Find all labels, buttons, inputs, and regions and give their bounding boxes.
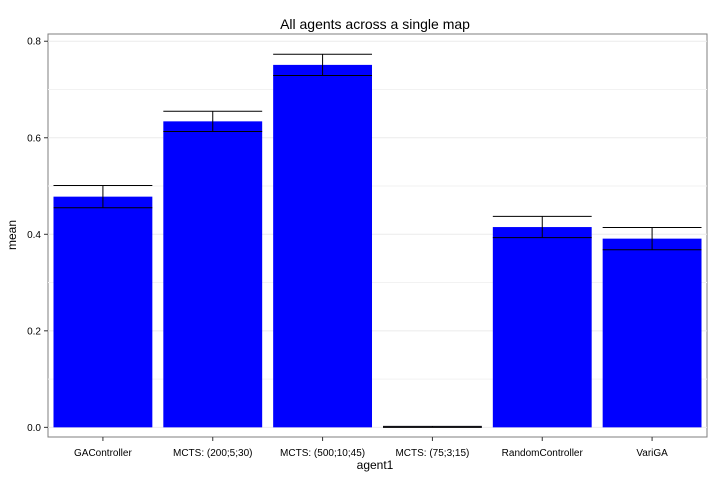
- chart-title: All agents across a single map: [280, 16, 470, 32]
- x-tick-label: RandomController: [502, 448, 584, 459]
- x-tick-label: MCTS: (75;3;15): [395, 448, 469, 459]
- plot-area: [47, 33, 708, 438]
- y-tick-label: 0.0: [27, 423, 41, 434]
- x-axis-title: agent1: [357, 458, 394, 472]
- error-bar: [163, 110, 263, 132]
- gridlines: [48, 40, 707, 428]
- error-bar: [53, 185, 153, 209]
- bars: [53, 64, 702, 428]
- x-tick-label: GAController: [74, 448, 132, 459]
- error-bar: [273, 53, 373, 77]
- y-tick-label: 0.6: [27, 133, 41, 144]
- y-axis: 0.0 0.2 0.4 0.6 0.8: [27, 37, 48, 434]
- bar: [53, 196, 153, 428]
- bar: [602, 238, 702, 428]
- bar: [273, 64, 373, 428]
- bar: [492, 227, 592, 428]
- error-bars: [53, 53, 702, 428]
- x-tick-label: MCTS: (200;5;30): [173, 448, 252, 459]
- x-axis: GAController MCTS: (200;5;30) MCTS: (500;1…: [74, 437, 668, 459]
- x-tick-label: VariGA: [636, 448, 668, 459]
- y-tick-label: 0.2: [27, 326, 41, 337]
- plot-background: [47, 33, 708, 438]
- bar: [163, 121, 263, 428]
- error-bar: [602, 227, 702, 251]
- error-bar: [492, 215, 592, 239]
- y-tick-label: 0.4: [27, 230, 41, 241]
- x-tick-label: MCTS: (500;10;45): [280, 448, 365, 459]
- y-tick-label: 0.8: [27, 37, 41, 48]
- error-bar: [382, 425, 482, 428]
- y-axis-title: mean: [5, 220, 19, 250]
